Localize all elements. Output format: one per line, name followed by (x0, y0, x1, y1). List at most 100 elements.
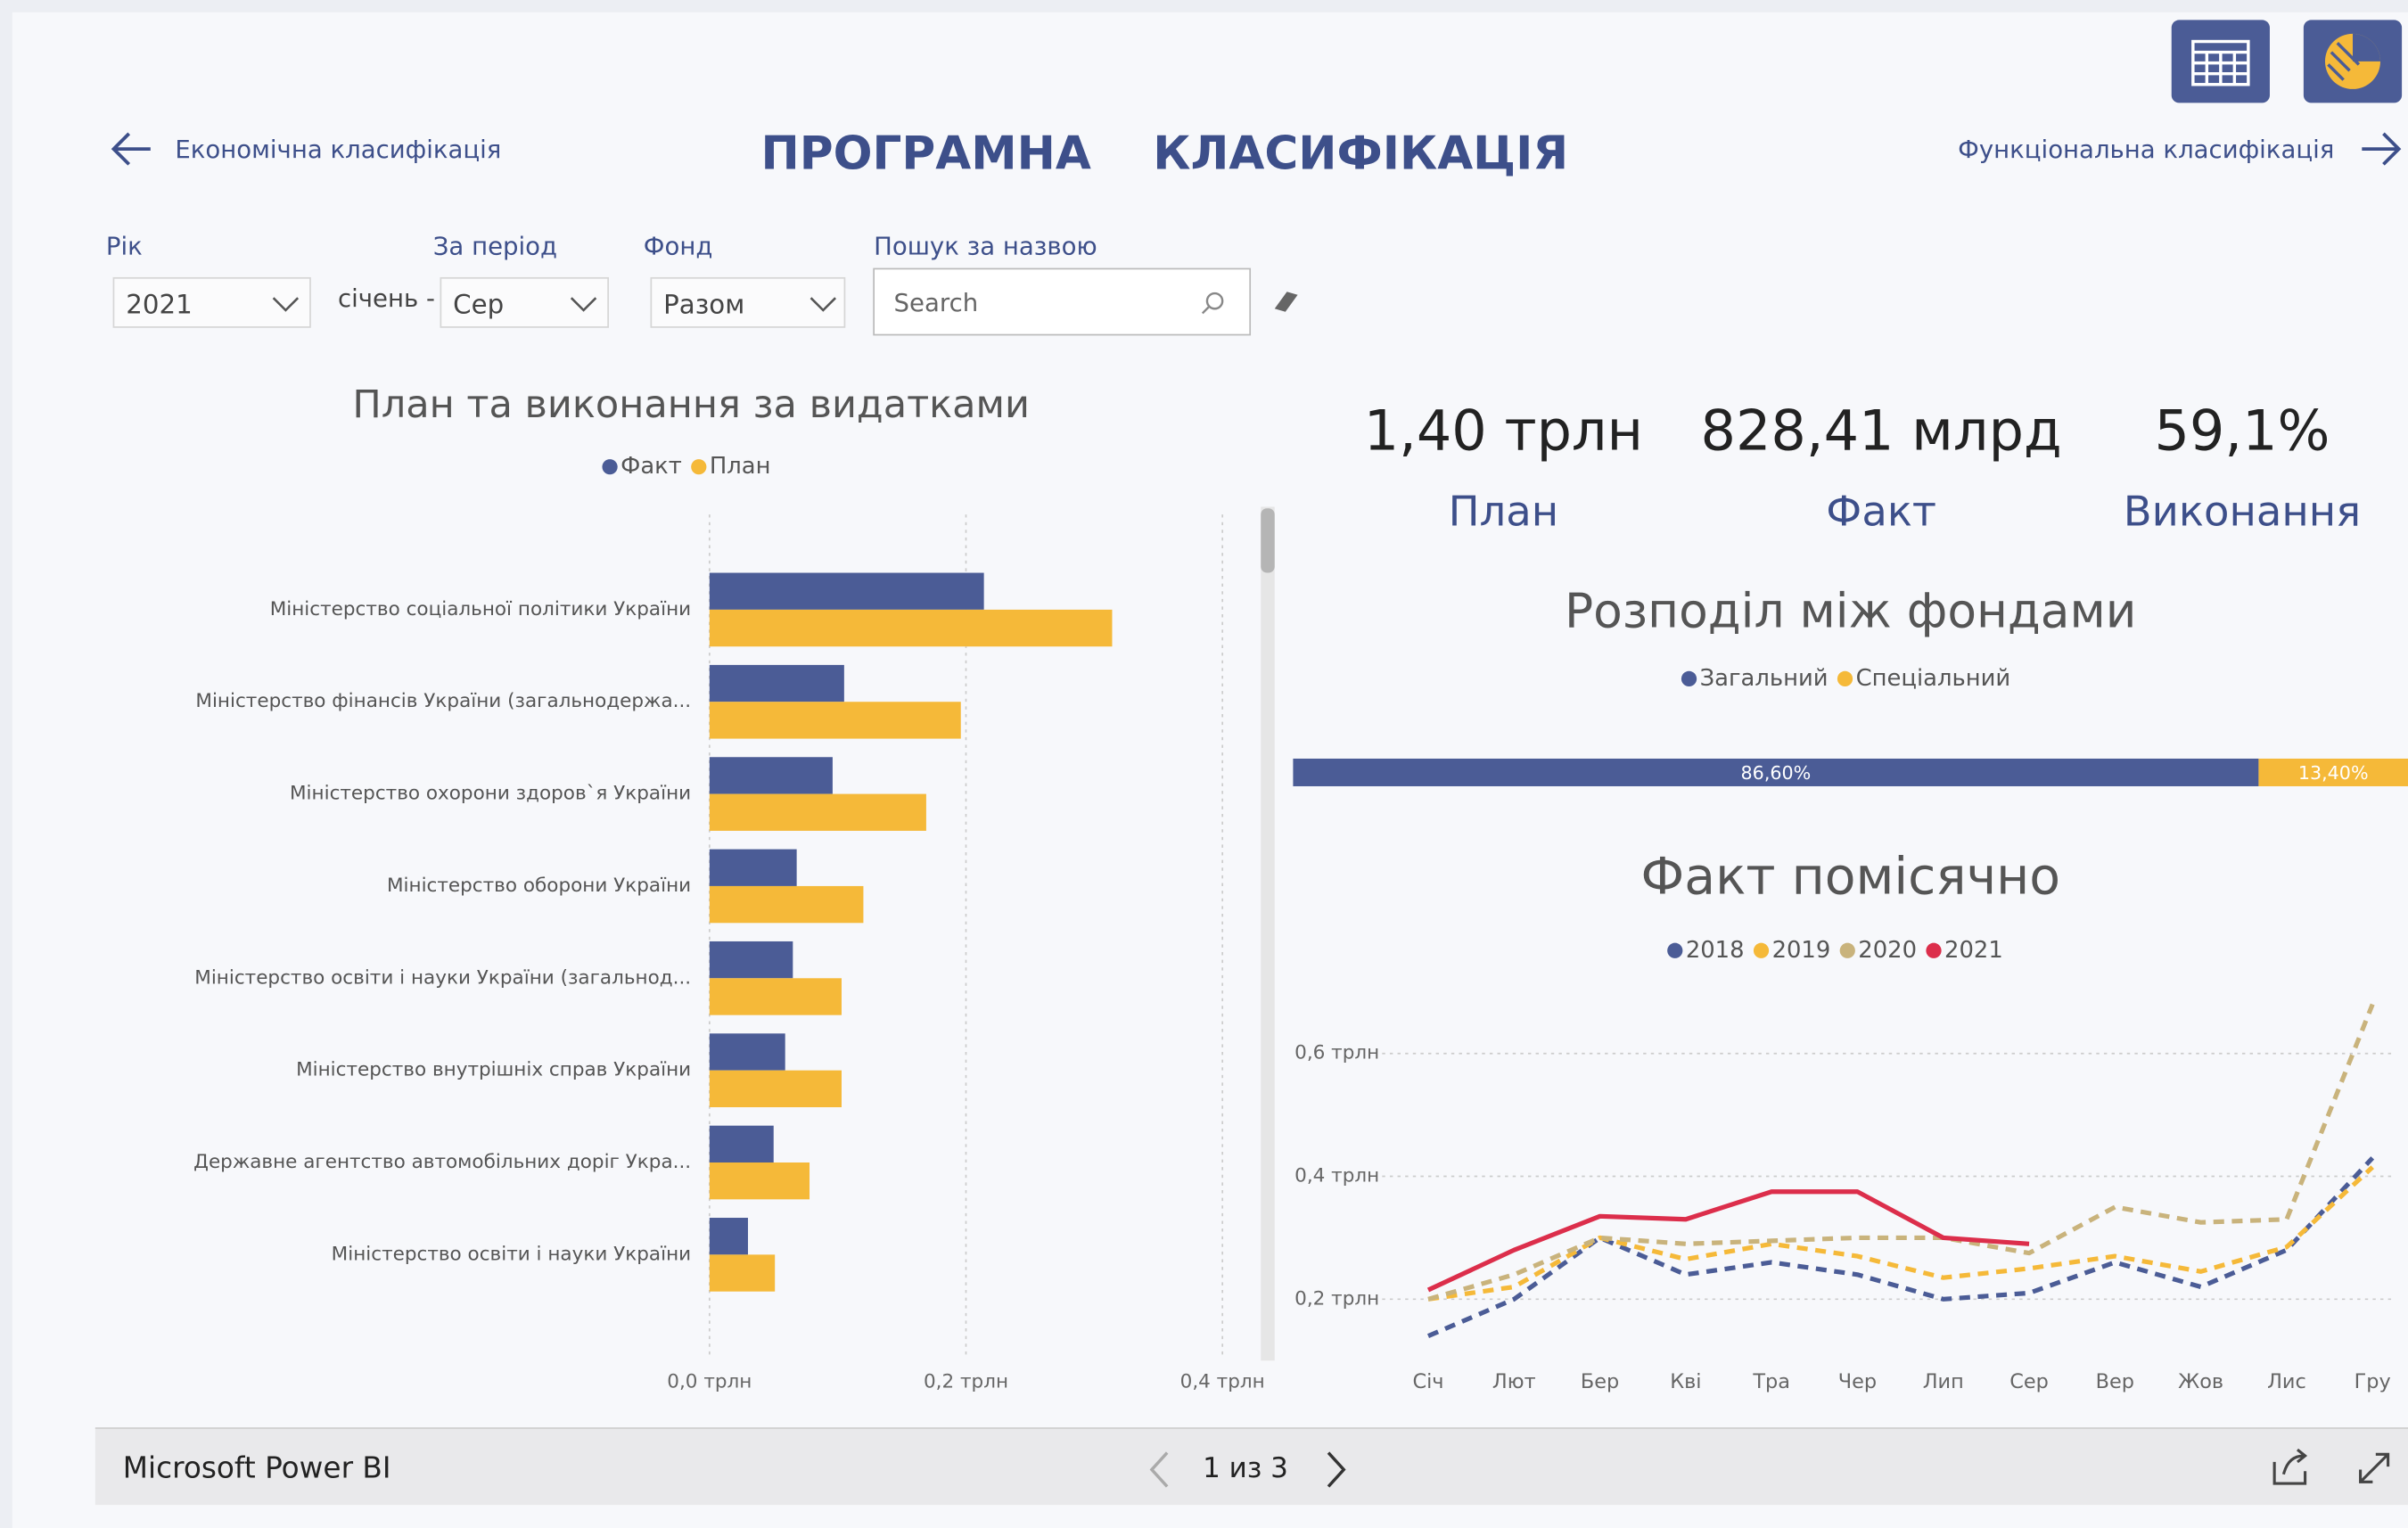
category-label: Міністерство фінансів України (загальнод… (195, 690, 691, 712)
bar (709, 572, 984, 610)
chart-title: План та виконання за видатками (352, 382, 1030, 427)
legend-dot (1926, 942, 1942, 958)
x-tick-label: Бер (1581, 1370, 1619, 1393)
chevron (810, 297, 836, 312)
category-label: Міністерство внутрішніх справ України (296, 1059, 691, 1081)
y-tick-label: 0,4 трлн (1294, 1165, 1379, 1187)
x-tick-label: 0,0 трлн (667, 1370, 752, 1392)
x-tick-label: Тра (1752, 1370, 1790, 1393)
scrollbar-thumb[interactable] (1261, 508, 1275, 573)
line (1426, 1156, 2375, 1339)
legend-dot (1667, 942, 1683, 958)
line (1426, 1189, 2030, 1293)
x-tick-label: Жов (2178, 1370, 2223, 1393)
bar-segment (1293, 758, 2259, 786)
legend-label: Факт (620, 453, 682, 480)
bar (709, 664, 844, 702)
category-label: Міністерство оборони України (387, 875, 691, 897)
legend-label: План (710, 453, 771, 480)
y-tick-label: 0,2 трлн (1294, 1287, 1379, 1310)
footer-app: Microsoft Power BI (123, 1451, 391, 1485)
legend-dot (1839, 942, 1855, 958)
legend: 2018 2019 2020 2021 (1667, 937, 2003, 964)
legend: Загальний Спеціальний (1681, 665, 2010, 692)
filter-label: Рік (106, 232, 143, 260)
title-part: ПРОГРАМНА (761, 127, 1091, 181)
legend-dot (602, 459, 618, 475)
category-label: Міністерство соціальної політики України (270, 598, 691, 620)
footer-bar (95, 1428, 2408, 1506)
bar (709, 702, 961, 739)
legend-label: 2018 (1686, 937, 1745, 964)
calendar-icon (2191, 39, 2250, 86)
bar (709, 1254, 776, 1292)
search-placeholder: Search (894, 289, 979, 317)
legend-label: 2021 (1944, 937, 2003, 964)
legend-label: Спеціальний (1856, 665, 2011, 692)
bar-segment (2258, 758, 2408, 786)
filter-label: Пошук за назвою (874, 232, 1097, 260)
pie-icon (2324, 33, 2380, 89)
fullscreen-icon[interactable] (2359, 1452, 2390, 1483)
scrollbar-track[interactable] (1261, 506, 1275, 1361)
next-page[interactable] (1327, 1451, 1346, 1488)
chevron (570, 297, 597, 312)
nav-next[interactable]: Функціональна класифікація (1958, 136, 2334, 164)
x-tick-label: Січ (1412, 1370, 1443, 1393)
x-tick-label: Чер (1838, 1370, 1877, 1393)
x-tick-label: Вер (2096, 1370, 2134, 1393)
bar (709, 793, 926, 831)
x-tick-label: Гру (2355, 1370, 2391, 1393)
bar (709, 1125, 774, 1163)
filter-label: Фонд (644, 232, 713, 260)
category-label: Державне агентство автомобільних доріг У… (193, 1151, 691, 1173)
legend-dot (1681, 670, 1697, 687)
share-icon[interactable] (2272, 1448, 2308, 1485)
legend-dot (691, 459, 707, 475)
kpi-value: 59,1% (2154, 398, 2330, 464)
category-label: Міністерство освіти і науки України (заг… (194, 966, 691, 989)
kpi-value: 828,41 млрд (1701, 398, 2062, 464)
data-label: 13,40% (2298, 762, 2369, 784)
kpi-value: 1,40 трлн (1364, 398, 1643, 464)
chevron (272, 297, 300, 312)
category-label: Міністерство освіти і науки України (332, 1243, 691, 1265)
bar (709, 1070, 842, 1107)
eraser-icon[interactable] (1274, 292, 1298, 312)
kpi-label: Факт (1826, 488, 1936, 536)
line (1427, 1003, 2375, 1302)
next-arrow[interactable] (2362, 132, 2402, 166)
kpi-label: Виконання (2124, 488, 2361, 536)
x-tick-label: Лис (2267, 1370, 2306, 1393)
kpi-label: План (1449, 488, 1559, 536)
bar (709, 1033, 785, 1071)
nav-prev[interactable]: Економічна класифікація (175, 136, 501, 164)
chart-title: Розподіл між фондами (1565, 583, 2137, 639)
period-dropdown[interactable] (440, 276, 610, 328)
legend: Факт План (602, 453, 771, 480)
bar (709, 849, 797, 886)
prev-arrow[interactable] (111, 132, 151, 166)
bar (709, 609, 1113, 647)
x-tick-label: Лют (1492, 1370, 1536, 1393)
bar (709, 978, 842, 1015)
filter-label: За період (433, 232, 557, 260)
prev-page[interactable] (1149, 1451, 1169, 1488)
legend-label: 2019 (1772, 937, 1831, 964)
x-tick-label: 0,2 трлн (924, 1370, 1008, 1392)
bar (709, 757, 833, 794)
page-indicator: 1 из 3 (1203, 1452, 1288, 1484)
bar (709, 885, 864, 924)
x-tick-label: Сер (2009, 1370, 2049, 1393)
legend-label: Загальний (1700, 665, 1829, 692)
legend-dot (1753, 942, 1770, 958)
bar (709, 941, 793, 979)
dropdown-value: Сер (453, 289, 504, 319)
legend-label: 2020 (1858, 937, 1917, 964)
fund-dropdown[interactable] (650, 276, 846, 328)
dropdown-value: 2021 (126, 289, 192, 319)
x-tick-label: 0,4 трлн (1180, 1370, 1265, 1392)
kpi-cards: 1,40 трлн План 828,41 млрд Факт 59,1% Виконан… (1364, 398, 2361, 536)
search-box[interactable] (873, 267, 1252, 336)
period-prefix: січень - (338, 284, 435, 313)
